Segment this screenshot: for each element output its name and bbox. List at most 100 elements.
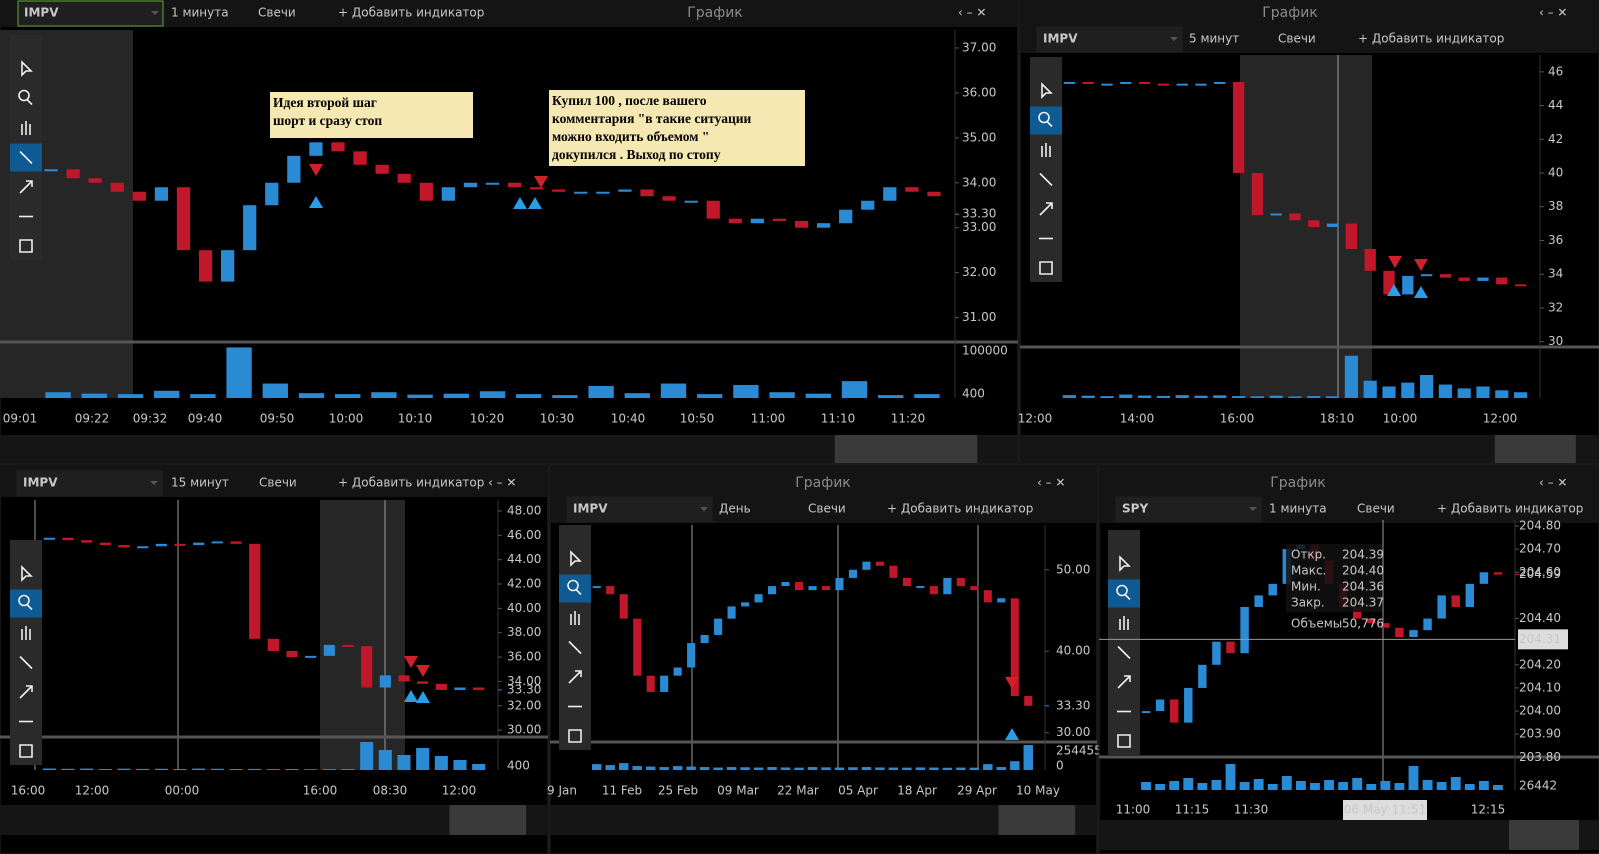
- candle: [1254, 595, 1263, 607]
- volume-bar: [624, 393, 650, 398]
- chart-type-select[interactable]: Свечи: [1278, 32, 1316, 46]
- tool-arrow[interactable]: [1039, 202, 1053, 216]
- chart-type-select[interactable]: Свечи: [808, 502, 846, 516]
- volume-bar: [1183, 778, 1194, 790]
- chart-type-select[interactable]: Свечи: [258, 6, 296, 20]
- candle: [714, 618, 723, 635]
- tool-zoom[interactable]: [1038, 111, 1053, 128]
- tool-zoom[interactable]: [18, 89, 33, 106]
- tool-pan[interactable]: [21, 121, 31, 135]
- tool-rect[interactable]: [19, 744, 33, 758]
- candle: [1010, 598, 1019, 697]
- tool-arrow[interactable]: [568, 670, 582, 684]
- candle: [687, 643, 696, 668]
- interval-select[interactable]: 1 минута: [171, 6, 229, 20]
- tool-line[interactable]: [568, 640, 582, 655]
- tool-zoom[interactable]: [1116, 584, 1131, 601]
- y-tick-label: 30.00: [1056, 725, 1090, 739]
- add-indicator-button[interactable]: + Добавить индикатор: [338, 476, 484, 490]
- add-indicator-button[interactable]: + Добавить индикатор: [1358, 32, 1504, 46]
- y-tick-label: 204.40: [1519, 611, 1561, 625]
- buy-signal: [1005, 728, 1019, 740]
- navigator-window[interactable]: [1494, 435, 1576, 463]
- tool-zoom[interactable]: [567, 579, 582, 596]
- candle: [1169, 699, 1179, 723]
- candle: [419, 182, 433, 201]
- tool-pan[interactable]: [21, 626, 31, 640]
- volume-bar: [1394, 783, 1405, 790]
- navigator-window[interactable]: [998, 805, 1076, 835]
- tool-pan[interactable]: [1041, 143, 1051, 157]
- volume-bar: [1156, 395, 1170, 398]
- tool-arrow[interactable]: [19, 685, 33, 699]
- candle: [983, 590, 992, 603]
- sell-signal: [404, 656, 418, 668]
- interval-select[interactable]: 1 минута: [1269, 502, 1327, 516]
- tool-arrow[interactable]: [1117, 675, 1131, 689]
- annotation-text: шорт и сразу стоп: [273, 113, 382, 128]
- tool-line[interactable]: [19, 150, 33, 165]
- volume-label: 0: [1056, 759, 1064, 773]
- time-label: 10:20: [470, 412, 505, 426]
- time-label: 18:10: [1320, 412, 1355, 426]
- tool-pointer[interactable]: [570, 550, 582, 567]
- tool-zoom[interactable]: [18, 594, 33, 611]
- ticker-box[interactable]: [1036, 26, 1183, 53]
- y-tick-label: 32.00: [507, 698, 541, 712]
- interval-select[interactable]: 5 минут: [1189, 32, 1239, 46]
- navigator-window[interactable]: [449, 805, 527, 835]
- chart-type-select[interactable]: Свечи: [259, 476, 297, 490]
- tool-rect[interactable]: [1039, 261, 1053, 275]
- candle: [1439, 274, 1452, 278]
- volume-bar: [1324, 780, 1334, 790]
- volume-bar: [1382, 386, 1396, 398]
- tool-arrow[interactable]: [19, 180, 33, 194]
- tool-rect[interactable]: [568, 729, 582, 743]
- volume-bar: [1100, 396, 1114, 398]
- candle: [417, 681, 429, 684]
- tool-line[interactable]: [1039, 172, 1053, 187]
- tool-line[interactable]: [1117, 645, 1131, 660]
- volume-bar: [1197, 783, 1208, 790]
- candle: [1024, 696, 1033, 706]
- chart-type-select[interactable]: Свечи: [1357, 502, 1395, 516]
- volume-bar: [1250, 396, 1264, 398]
- time-label: 11:00: [751, 412, 786, 426]
- tool-rect[interactable]: [1117, 734, 1131, 748]
- tool-line[interactable]: [19, 655, 33, 670]
- volume-bar: [1422, 780, 1433, 790]
- add-indicator-button[interactable]: + Добавить индикатор: [1437, 502, 1583, 516]
- y-tick-label: 48.00: [507, 503, 541, 517]
- navigator-window[interactable]: [834, 435, 978, 463]
- tool-pan[interactable]: [570, 611, 580, 625]
- volume-bar: [136, 768, 150, 770]
- ticker-box[interactable]: [17, 0, 164, 27]
- tooltip-value: 204.39: [1342, 548, 1384, 562]
- candle: [132, 191, 146, 201]
- add-indicator-button[interactable]: + Добавить индикатор: [887, 502, 1033, 516]
- tool-pointer[interactable]: [21, 60, 33, 77]
- volume-bar: [929, 767, 939, 770]
- navigator-window[interactable]: [1509, 820, 1579, 850]
- volume-bar: [552, 395, 578, 398]
- tool-pan[interactable]: [1119, 616, 1129, 630]
- tool-rect[interactable]: [19, 239, 33, 253]
- interval-select[interactable]: 15 минут: [171, 476, 229, 490]
- tool-pointer[interactable]: [1041, 82, 1053, 99]
- ticker-box[interactable]: [16, 470, 163, 497]
- tool-active: [1108, 579, 1140, 608]
- interval-select[interactable]: День: [719, 502, 751, 516]
- volume-bar: [672, 766, 683, 770]
- tool-pointer[interactable]: [1119, 555, 1131, 572]
- candle: [1082, 81, 1094, 84]
- time-label: 10:10: [398, 412, 433, 426]
- panel-title: График: [687, 5, 743, 21]
- ticker-box[interactable]: [1115, 496, 1262, 523]
- time-label: 11:15: [1175, 803, 1210, 817]
- tooltip-name: Закр.: [1291, 596, 1325, 610]
- ticker-box[interactable]: [566, 496, 713, 523]
- candle: [267, 638, 279, 651]
- add-indicator-button[interactable]: + Добавить индикатор: [338, 6, 484, 20]
- tool-pointer[interactable]: [21, 565, 33, 582]
- candle: [379, 675, 391, 688]
